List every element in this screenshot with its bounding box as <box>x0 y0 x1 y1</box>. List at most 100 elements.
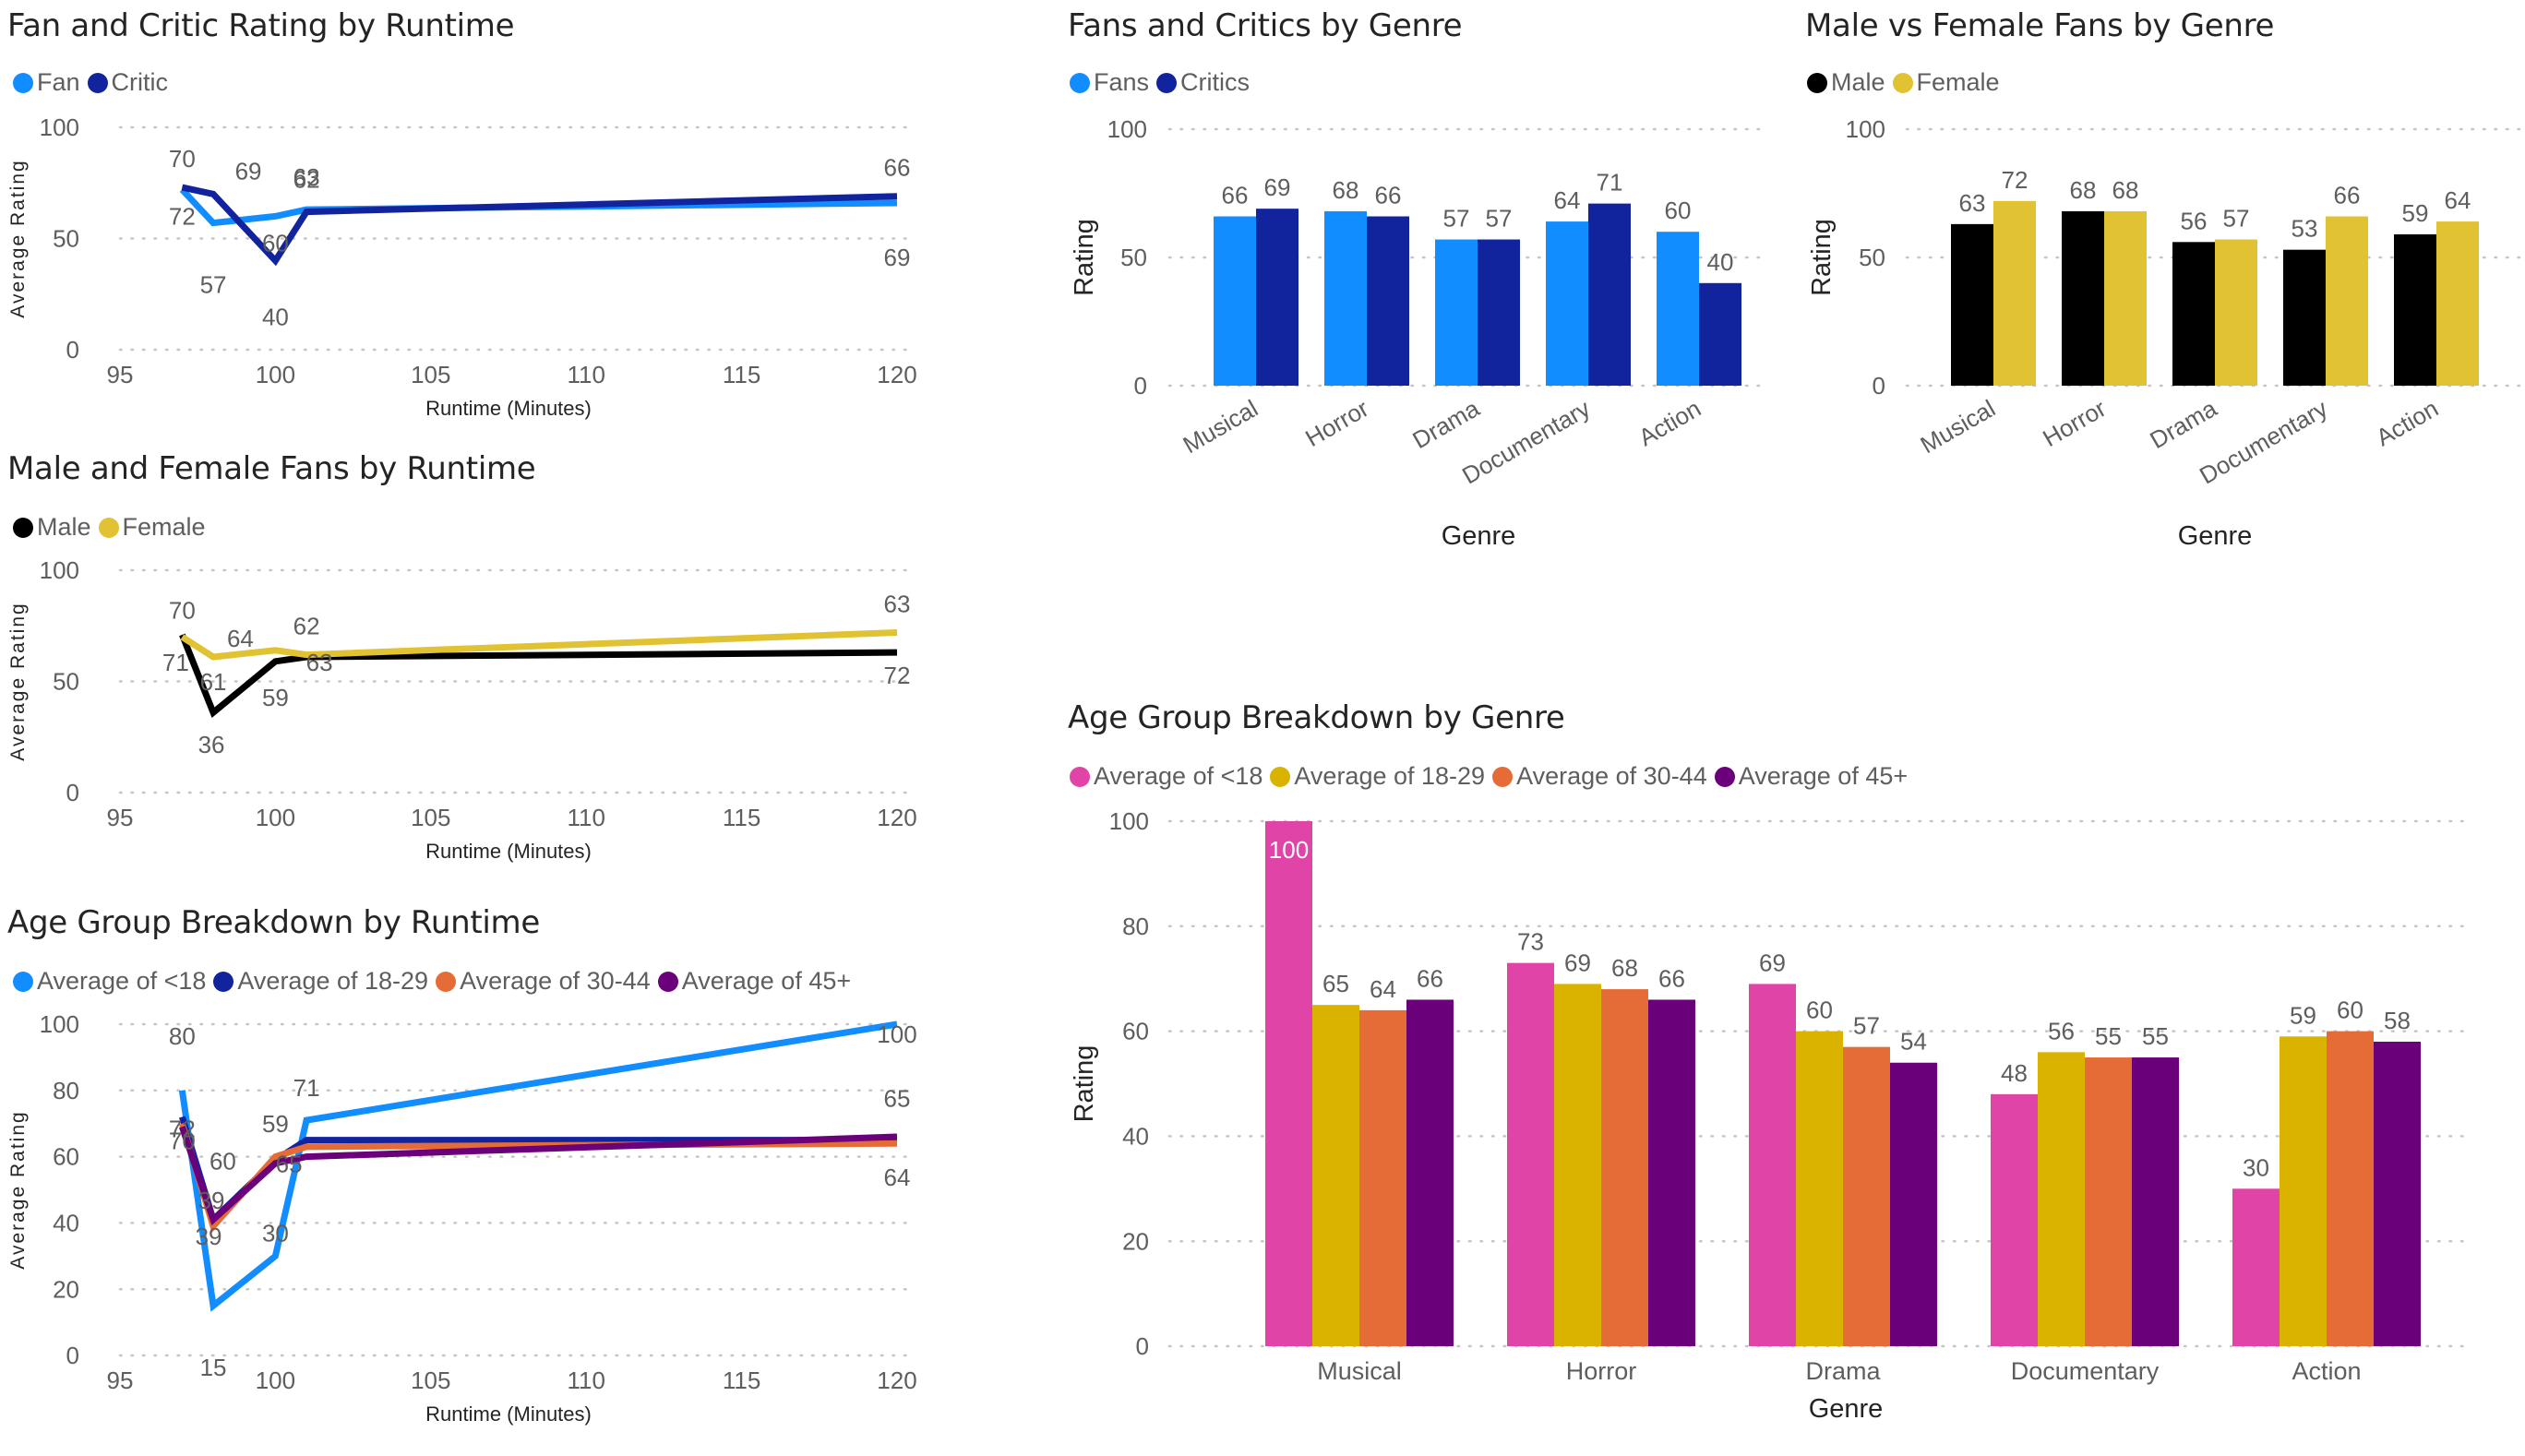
bar-drama-female[interactable] <box>2215 239 2257 386</box>
x-axis-title: Genre <box>1809 1394 1884 1424</box>
bar-documentary-fans[interactable] <box>1546 221 1588 386</box>
series-line-female[interactable] <box>180 628 898 661</box>
x-tick-label: 115 <box>723 361 760 388</box>
bar-documentary-average-of-18-29[interactable] <box>2038 1052 2085 1346</box>
bar-musical-average-of-45-[interactable] <box>1406 999 1454 1346</box>
bar-drama-average-of-30-44[interactable] <box>1843 1046 1890 1346</box>
bar-drama-average-of-18-29[interactable] <box>1796 1031 1843 1346</box>
bar-action-female[interactable] <box>2436 221 2479 386</box>
bar-drama-critics[interactable] <box>1478 239 1520 386</box>
data-label: 63 <box>884 590 911 617</box>
series-line-average-of-45-[interactable] <box>179 1126 898 1225</box>
y-tick-label: 20 <box>1122 1227 1149 1255</box>
data-label: 64 <box>1554 186 1581 214</box>
data-label: 39 <box>196 1223 222 1250</box>
legend-item[interactable]: Female <box>1892 68 2000 97</box>
data-label: 71 <box>293 1074 320 1102</box>
plot-area: 0 50 100 95 100 105 110 115 120 Runtime (Minutes)… <box>7 556 917 863</box>
data-label: 63 <box>293 163 320 191</box>
chart-legend: Male Female <box>13 513 213 542</box>
legend-item[interactable]: Fans <box>1070 68 1149 97</box>
bar-musical-average-of-18[interactable] <box>1265 821 1312 1346</box>
legend-label: Female <box>1916 68 2000 96</box>
bar-horror-fans[interactable] <box>1324 210 1367 386</box>
bar-horror-average-of-18-29[interactable] <box>1554 984 1601 1346</box>
bar-horror-female[interactable] <box>2104 210 2147 386</box>
x-tick-label: 95 <box>107 1366 134 1394</box>
legend-item[interactable]: Male <box>1807 68 1885 97</box>
bar-drama-male[interactable] <box>2172 242 2215 386</box>
x-tick-label: 100 <box>256 804 295 831</box>
y-tick-label: 100 <box>1107 115 1147 143</box>
y-tick-label: 60 <box>53 1143 79 1171</box>
legend-label: Average of <18 <box>37 967 207 995</box>
legend-item[interactable]: Female <box>98 513 206 542</box>
legend-item[interactable]: Average of 45+ <box>1714 762 1908 791</box>
data-label: 72 <box>884 662 911 689</box>
legend-item[interactable]: Average of <18 <box>1070 762 1262 791</box>
bar-horror-critics[interactable] <box>1367 216 1409 386</box>
bar-musical-fans[interactable] <box>1214 216 1256 386</box>
bar-action-average-of-18[interactable] <box>2232 1188 2280 1346</box>
legend-item[interactable]: Average of 30-44 <box>436 967 651 996</box>
x-tick-label: 110 <box>567 1366 604 1394</box>
data-label: 100 <box>877 1020 916 1048</box>
series-line-male[interactable] <box>179 633 898 718</box>
chart-title: Age Group Breakdown by Runtime <box>7 904 540 941</box>
bar-action-average-of-18-29[interactable] <box>2280 1036 2327 1346</box>
legend-item[interactable]: Average of 45+ <box>657 967 851 996</box>
data-label: 36 <box>198 731 225 758</box>
data-label: 55 <box>2095 1022 2122 1050</box>
legend-item[interactable]: Male <box>13 513 91 542</box>
data-label: 71 <box>162 649 189 676</box>
x-tick-label: Musical <box>1317 1357 1402 1385</box>
y-tick-label: 80 <box>53 1077 79 1104</box>
data-label: 53 <box>2292 215 2318 243</box>
bar-documentary-male[interactable] <box>2283 249 2326 386</box>
legend-item[interactable]: Critic <box>87 68 168 97</box>
bar-documentary-average-of-18[interactable] <box>1991 1093 2038 1346</box>
legend-item[interactable]: Average of 18-29 <box>1270 762 1485 791</box>
bar-musical-female[interactable] <box>1993 200 2036 386</box>
legend-item[interactable]: Fan <box>13 68 80 97</box>
bar-horror-average-of-45-[interactable] <box>1648 999 1695 1346</box>
bar-action-male[interactable] <box>2394 233 2436 386</box>
y-tick-label: 100 <box>40 113 79 141</box>
bar-action-average-of-45-[interactable] <box>2374 1041 2421 1346</box>
chart-title: Fan and Critic Rating by Runtime <box>7 7 515 44</box>
bar-musical-average-of-18-29[interactable] <box>1312 1005 1359 1346</box>
data-label: 64 <box>2445 186 2471 214</box>
y-tick-label: 50 <box>1120 244 1147 271</box>
bar-horror-average-of-30-44[interactable] <box>1601 989 1648 1346</box>
series-line-average-of-18[interactable] <box>178 1020 898 1312</box>
bar-musical-male[interactable] <box>1951 223 1993 386</box>
legend-label: Average of 30-44 <box>460 967 651 995</box>
bar-horror-average-of-18[interactable] <box>1507 962 1554 1346</box>
bar-drama-average-of-45-[interactable] <box>1890 1062 1937 1346</box>
bar-documentary-female[interactable] <box>2326 216 2368 386</box>
legend-item[interactable]: Average of <18 <box>13 967 206 996</box>
bar-action-average-of-30-44[interactable] <box>2327 1031 2374 1346</box>
bar-musical-critics[interactable] <box>1256 209 1298 386</box>
bar-documentary-average-of-30-44[interactable] <box>2085 1057 2132 1346</box>
data-label: 69 <box>1264 173 1291 201</box>
data-label: 57 <box>1486 205 1513 233</box>
legend-item[interactable]: Average of 30-44 <box>1492 762 1707 791</box>
data-label: 59 <box>2402 199 2429 227</box>
bar-horror-male[interactable] <box>2062 210 2104 386</box>
data-label: 100 <box>1269 836 1309 864</box>
legend-label: Male <box>1831 68 1885 96</box>
legend-marker-icon <box>1492 766 1514 787</box>
bar-documentary-average-of-45-[interactable] <box>2132 1057 2179 1346</box>
bar-musical-average-of-30-44[interactable] <box>1359 1009 1406 1346</box>
bar-action-fans[interactable] <box>1657 232 1699 386</box>
bar-documentary-critics[interactable] <box>1588 203 1631 386</box>
legend-item[interactable]: Average of 18-29 <box>213 967 428 996</box>
legend-item[interactable]: Critics <box>1156 68 1250 97</box>
data-label: 60 <box>2337 997 2363 1024</box>
bar-action-critics[interactable] <box>1699 282 1741 386</box>
series-line-critic[interactable] <box>181 184 898 267</box>
bar-drama-average-of-18[interactable] <box>1749 984 1796 1346</box>
bar-drama-fans[interactable] <box>1435 239 1478 386</box>
legend-marker-icon <box>1714 766 1735 787</box>
